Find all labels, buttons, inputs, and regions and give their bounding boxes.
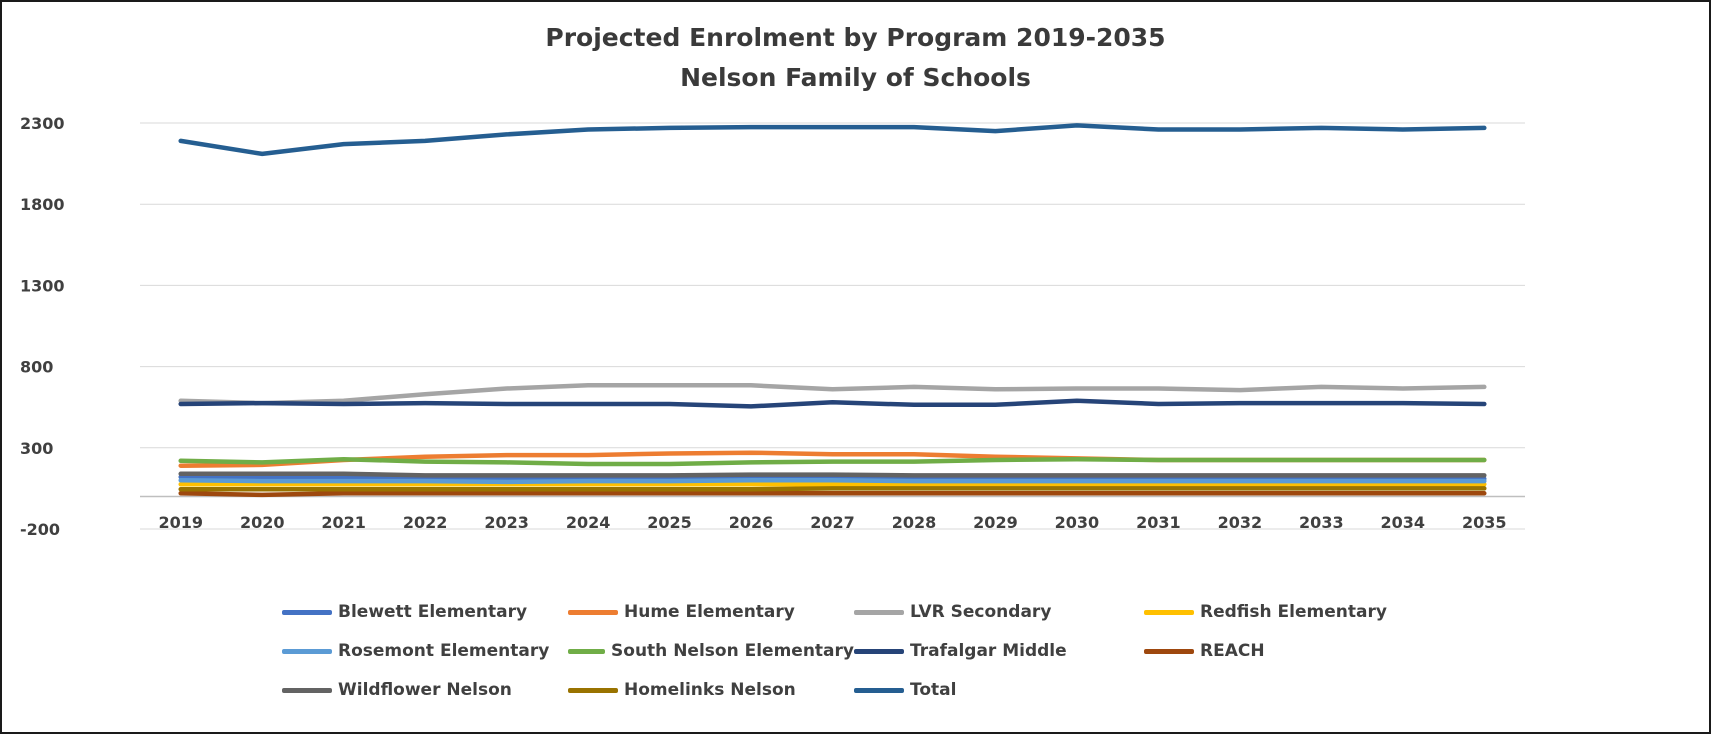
x-tick-label: 2030 [1055,513,1100,532]
legend-item-south-nelson-elementary: South Nelson Elementary [568,639,854,663]
legend-label: Homelinks Nelson [624,680,796,700]
y-tick-label: -200 [20,520,60,539]
gridlines [140,122,1525,530]
series-line-wildflower-nelson [178,471,1487,478]
series-line-homelinks-nelson [178,486,1487,492]
x-tick-label: 2023 [484,513,529,532]
legend-label: Trafalgar Middle [910,641,1067,661]
y-axis-ticks: -200 300 800 1300 1800 2300 [20,114,65,539]
x-axis-ticks: 2019 2020 2021 2022 2023 2024 2025 2026 2027 2028… [158,513,1506,532]
x-tick-label: 2025 [647,513,692,532]
legend-swatch [568,687,618,693]
x-tick-label: 2032 [1218,513,1263,532]
legend-swatch [568,648,606,654]
chart-title: Projected Enrolment by Program 2019-2035 [545,23,1166,52]
series-line-total [178,123,1487,157]
legend-swatch [282,687,332,693]
series-lines [178,123,1487,498]
x-tick-label: 2035 [1462,513,1507,532]
legend-item-total: Total [854,678,1144,702]
legend-label: REACH [1200,641,1265,661]
legend-label: LVR Secondary [910,602,1052,622]
legend-label: Rosemont Elementary [338,641,550,661]
series-line-reach [178,491,1487,498]
legend: Blewett Elementary Hume Elementary LVR Sec… [282,600,1602,702]
y-tick-label: 300 [20,439,53,458]
x-tick-label: 2027 [810,513,855,532]
legend-swatch [1144,609,1194,615]
x-tick-label: 2034 [1381,513,1426,532]
legend-swatch [854,609,904,615]
legend-item-homelinks-nelson: Homelinks Nelson [568,678,854,702]
legend-item-lvr-secondary: LVR Secondary [854,600,1144,624]
legend-swatch [1144,648,1194,654]
legend-item-reach: REACH [1144,639,1484,663]
legend-item-redfish-elementary: Redfish Elementary [1144,600,1484,624]
x-tick-label: 2029 [973,513,1018,532]
series-line-trafalgar-middle [178,398,1487,409]
x-tick-label: 2022 [403,513,448,532]
legend-swatch [282,648,332,654]
legend-swatch [854,687,904,693]
legend-label: Total [910,680,957,700]
legend-label: Hume Elementary [624,602,795,622]
y-tick-label: 1300 [20,276,65,295]
x-tick-label: 2020 [240,513,285,532]
legend-swatch [854,648,904,654]
x-tick-label: 2033 [1299,513,1344,532]
legend-item-hume-elementary: Hume Elementary [568,600,854,624]
legend-label: Wildflower Nelson [338,680,512,700]
legend-item-wildflower-nelson: Wildflower Nelson [282,678,568,702]
legend-swatch [568,609,618,615]
chart-subtitle: Nelson Family of Schools [680,63,1031,92]
legend-swatch [282,609,332,615]
series-line-lvr-secondary [178,383,1487,406]
legend-label: Blewett Elementary [338,602,528,622]
x-tick-label: 2028 [892,513,937,532]
y-tick-label: 800 [20,358,53,377]
legend-item-rosemont-elementary: Rosemont Elementary [282,639,568,663]
x-tick-label: 2026 [729,513,774,532]
legend-item-trafalgar-middle: Trafalgar Middle [854,639,1144,663]
x-tick-label: 2031 [1136,513,1181,532]
y-tick-label: 2300 [20,114,65,133]
chart-title-block: Projected Enrolment by Program 2019-2035… [0,18,1711,98]
series-line-rosemont-elementary [178,478,1487,485]
legend-label: Redfish Elementary [1200,602,1387,622]
x-tick-label: 2021 [321,513,366,532]
x-tick-label: 2019 [158,513,203,532]
x-tick-label: 2024 [566,513,611,532]
legend-item-blewett-elementary: Blewett Elementary [282,600,568,624]
legend-label: South Nelson Elementary [611,641,854,661]
series-line-south-nelson-elementary [178,456,1487,467]
y-tick-label: 1800 [20,195,65,214]
